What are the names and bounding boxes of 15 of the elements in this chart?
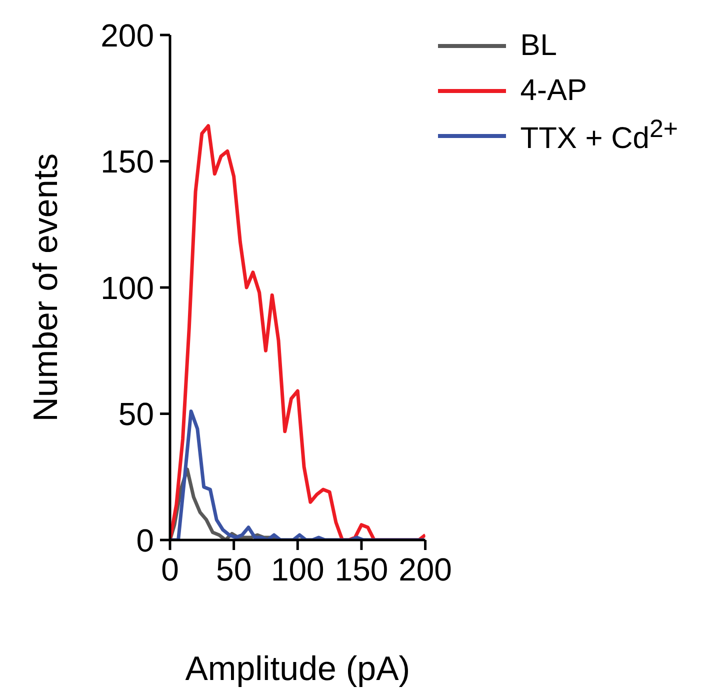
x-tick-label: 0 xyxy=(161,552,179,588)
legend-label: BL xyxy=(520,28,557,62)
y-axis-title: Number of events xyxy=(27,153,65,422)
x-axis-title: Amplitude (pA) xyxy=(185,650,410,688)
x-tick-label: 50 xyxy=(216,552,252,588)
y-tick-label: 150 xyxy=(100,144,154,180)
y-tick-label: 100 xyxy=(100,270,154,306)
legend-label: 4-AP xyxy=(520,74,587,108)
x-tick-label: 200 xyxy=(398,552,452,588)
x-tick-label: 150 xyxy=(334,552,388,588)
legend-label: TTX + Cd$^{2+}$ xyxy=(520,115,678,156)
y-tick-label: 0 xyxy=(136,522,154,558)
y-tick-label: 200 xyxy=(100,17,154,54)
y-tick-label: 50 xyxy=(118,396,154,432)
x-tick-label: 100 xyxy=(270,552,324,588)
